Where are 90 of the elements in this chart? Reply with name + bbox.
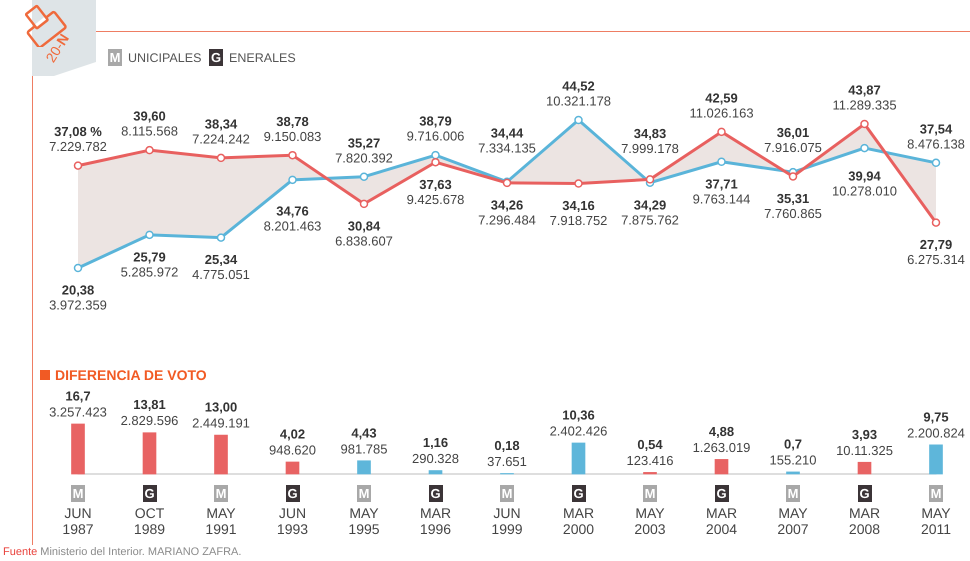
source-note: Fuente Ministerio del Interior. MARIANO ZAFRA. [3, 546, 242, 558]
point [216, 154, 226, 162]
data-label: 43,87 11.289.335 [832, 82, 897, 113]
point [932, 158, 940, 168]
chart-title: DIFERENCIA DE VOTO [55, 367, 207, 383]
data-label: 34,83 7.999.178 [621, 126, 679, 156]
point [74, 264, 82, 272]
data-label: 35,27 7.820.392 [335, 135, 393, 166]
data-label: 4,02 948.620 [269, 426, 316, 458]
bar [286, 462, 300, 474]
bar [858, 462, 872, 474]
point [216, 233, 226, 242]
x-tick-label: M MAY 1991 [204, 485, 238, 537]
point [788, 172, 798, 181]
data-label: 42,59 11.026.163 [689, 90, 754, 120]
data-label: 34,26 7.296.484 [478, 197, 536, 228]
point [288, 150, 297, 160]
x-tick-label: M JUN 1999 [490, 485, 524, 537]
data-label: 38,79 9.716.006 [406, 114, 464, 144]
x-tick-label: G MAR 1996 [418, 485, 452, 537]
data-label: 36,01 7.916.075 [764, 124, 822, 155]
bar [142, 432, 156, 474]
data-label: 34,29 7.875.762 [621, 197, 679, 228]
x-tick-label: G OCT 1989 [132, 485, 166, 537]
data-label: 37,71 9.763.144 [692, 176, 750, 206]
data-label: 0,7 155.210 [770, 436, 816, 468]
x-tick-label: M JUN 1987 [61, 485, 95, 537]
x-tick-label: G MAR 2004 [704, 485, 738, 537]
data-label: 25,34 4.775.051 [192, 252, 250, 282]
data-label: 37,08 % 7.229.782 [49, 124, 107, 154]
data-label: 16,7 3.257.423 [49, 388, 107, 420]
data-label: 37,54 8.476.138 [907, 121, 965, 152]
data-label: 39,94 10.278.010 [832, 168, 898, 199]
data-label: 34,16 7.918.752 [550, 198, 608, 228]
point [288, 176, 297, 184]
data-label: 38,78 9.150.083 [264, 114, 322, 144]
data-label: 27,79 6.275.314 [907, 237, 965, 268]
chart-title: 20-N [42, 30, 72, 66]
point [860, 144, 869, 152]
bar [929, 444, 943, 474]
text: M UNICIPALES [108, 49, 202, 66]
bar [572, 442, 586, 474]
bar [71, 424, 85, 474]
data-label: 4,88 1.263.019 [692, 424, 750, 455]
data-label: 13,00 2.449.191 [192, 400, 250, 431]
point [145, 230, 154, 240]
data-label: 37,63 9.425.678 [406, 176, 464, 207]
data-label: 34,44 7.334.135 [478, 125, 536, 156]
x-tick-label: M MAY 2011 [920, 485, 952, 537]
x-tick-label: M MAY 2003 [633, 485, 667, 537]
data-label: 35,31 7.760.865 [764, 191, 822, 222]
point [717, 158, 726, 166]
data-label: 0,18 37.651 [487, 438, 527, 470]
x-tick-label: M MAY 2007 [776, 485, 810, 537]
point [646, 175, 654, 184]
point [860, 120, 869, 128]
bar [214, 434, 228, 474]
point [574, 179, 583, 188]
data-label: 25,79 5.285.972 [120, 249, 178, 280]
point [145, 146, 154, 154]
data-label: 20,38 3.972.359 [49, 282, 107, 313]
x-tick-label: G MAR 2000 [562, 485, 596, 537]
point [360, 200, 368, 208]
data-label: 13,81 2.829.596 [120, 397, 178, 428]
x-tick-label: M MAY 1995 [347, 485, 381, 537]
point [717, 128, 726, 136]
point [431, 150, 440, 160]
data-label: 0,54 123.416 [626, 436, 674, 468]
data-label: 1,16 290.328 [412, 435, 459, 466]
point [431, 158, 440, 166]
data-label: 4,43 981.785 [340, 425, 388, 456]
point [74, 161, 82, 170]
point [574, 116, 583, 124]
bar [714, 459, 728, 474]
data-label: 44,52 10.321.178 [546, 78, 612, 109]
bar [786, 472, 800, 474]
bar [357, 460, 371, 474]
data-label: 39,60 8.115.568 [121, 108, 178, 139]
data-label: 10,36 2.402.426 [550, 408, 608, 439]
x-tick-label: G JUN 1993 [276, 485, 310, 537]
bar [428, 470, 442, 474]
text: G ENERALES [210, 49, 296, 66]
data-label: 9,75 2.200.824 [907, 409, 965, 440]
point [932, 218, 940, 227]
data-label: 30,84 6.838.607 [335, 218, 393, 248]
data-label: 34,76 8.201.463 [264, 203, 322, 234]
data-label: 3,93 10.11.325 [836, 426, 893, 458]
data-label: 38,34 7.224.242 [192, 116, 250, 146]
x-tick-label: G MAR 2008 [848, 485, 882, 537]
point [360, 172, 368, 181]
